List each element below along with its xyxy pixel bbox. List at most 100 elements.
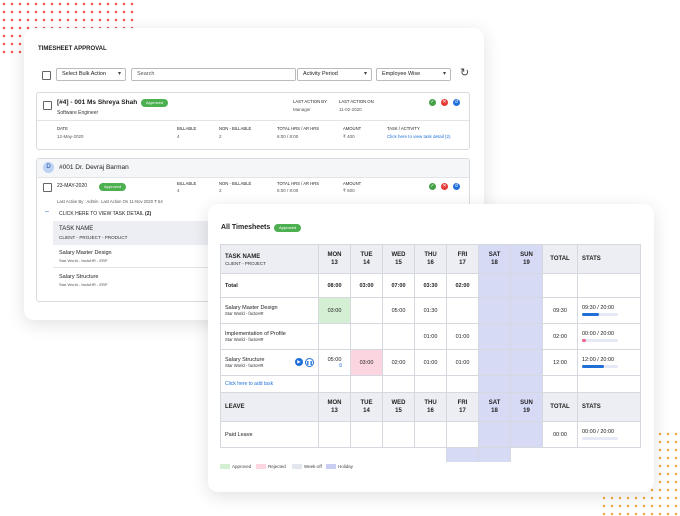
hours-cell[interactable]: 01:00 [446,349,479,376]
legend-label: Approved [232,464,252,469]
hours-cell[interactable]: 01:00 [414,349,447,376]
add-task-link[interactable]: Click here to add task [220,375,319,393]
activity-period-select[interactable]: Activity Period ▾ [297,68,372,81]
hours-cell[interactable] [510,421,543,448]
day-header-sat: SAT 18 [478,244,511,274]
day-header-sun: SUN 19 [510,392,543,422]
total-cell [510,273,543,298]
reject-icon[interactable]: ✕ [441,99,448,106]
hours-cell[interactable] [318,421,351,448]
task-name: Salary Structure [59,274,99,280]
task-row: Implementation of Profile Star World - fa… [220,323,641,350]
total-header: TOTAL [542,244,578,274]
employee-record-card: [#4] - 001 Ms Shreya Shah Approved Softw… [36,92,470,150]
approval-title: TIMESHEET APPROVAL [38,46,107,52]
timesheets-title: All Timesheets [221,224,271,231]
reject-icon[interactable]: ✕ [441,183,448,190]
collapse-icon[interactable]: – [45,208,49,215]
hours-cell[interactable]: 03:00 [350,349,383,376]
amount-label: AMOUNT [343,181,362,186]
hours-cell[interactable] [446,421,479,448]
col-nonbillable-label: NON - BILLABLE [219,126,252,131]
avatar: D [43,162,54,173]
hours-cell[interactable] [382,323,415,350]
billable-value: 4 [177,134,180,139]
day-header-fri: FRI 17 [446,244,479,274]
task-name: Salary Master Design [59,250,112,256]
employee-wise-select[interactable]: Employee Wise ▾ [376,68,451,81]
hours-cell[interactable] [350,323,383,350]
progress-bar-fill [582,339,586,342]
stats-header: STATS [577,392,641,422]
hours-cell[interactable]: 05:00 [382,297,415,324]
total-row-label: Total [220,273,319,298]
task-name-cell: Implementation of Profile Star World - fa… [220,323,319,350]
play-icon[interactable]: ▶ [295,358,303,366]
bulk-action-select[interactable]: Select Bulk Action ▾ [56,68,126,81]
refresh-icon[interactable]: ↻ [460,67,470,79]
record-checkbox[interactable] [43,101,52,110]
leave-name: Paid Leave [220,421,319,448]
total-cell: 03:00 [350,273,383,298]
billable-label: BILLABLE [177,181,197,186]
hours-cell[interactable] [478,349,511,376]
row-total-cell: 00:00 [542,421,578,448]
search-input[interactable]: Search [131,68,296,81]
total-cell: 08:00 [318,273,351,298]
leave-header: LEAVE [220,392,319,422]
hours-cell[interactable] [318,323,351,350]
view-task-detail-toggle[interactable]: CLICK HERE TO VIEW TASK DETAIL (2) [59,211,152,217]
history-icon[interactable]: ↺ [453,183,460,190]
employee-designation: Software Engineer [57,110,99,116]
day-header-fri: FRI 17 [446,392,479,422]
day-header-wed: WED 15 [382,392,415,422]
record-header [37,159,469,178]
pause-icon[interactable]: ❚❚ [305,358,314,367]
record-date: 23-MAY-2020 [57,183,88,189]
amount-value: ₹ 400 [343,134,355,139]
hours-cell[interactable] [382,421,415,448]
hours-cell[interactable]: 01:00 [414,323,447,350]
day-header-mon: MON 13 [318,392,351,422]
hours-cell[interactable] [510,297,543,324]
day-header-wed: WED 15 [382,244,415,274]
approve-icon[interactable]: ✓ [429,99,436,106]
total-header: TOTAL [542,392,578,422]
hours-cell[interactable] [350,421,383,448]
chevron-down-icon: ▾ [117,71,121,77]
hours-cell[interactable]: 01:30 [414,297,447,324]
hours-cell[interactable]: 05:00 ⏱ [318,349,351,376]
status-badge: Approved [141,99,169,107]
status-badge: Approved [99,183,127,191]
task-name-cell: Salary Master Design Star World - factoHR [220,297,319,324]
select-all-checkbox[interactable] [42,71,51,80]
approve-icon[interactable]: ✓ [429,183,436,190]
hours-cell[interactable]: 02:00 [382,349,415,376]
leave-row: Paid Leave 00:00 00:00 / 20:00 [220,421,641,448]
day-header-thu: THU 16 [414,244,447,274]
task-row: Salary Structure Star World - factoHR ▶ ❚… [220,349,641,376]
day-header-tue: TUE 14 [350,392,383,422]
hours-cell[interactable] [414,421,447,448]
view-task-detail-link[interactable]: Click here to view task detail (2) [387,134,451,139]
hours-cell[interactable] [510,323,543,350]
hours-cell[interactable] [350,297,383,324]
col-amount-label: AMOUNT [343,126,362,131]
hours-cell[interactable] [478,297,511,324]
stats-cell: 00:00 / 20:00 [577,421,641,448]
hours-cell[interactable] [446,297,479,324]
last-action-on-label: LAST ACTION ON [339,99,374,104]
hours-cell[interactable] [478,323,511,350]
record-checkbox[interactable] [43,183,52,192]
col-task-label: TASK / ACTIVITY [387,126,420,131]
hours-cell[interactable]: 01:00 [446,323,479,350]
hours-cell[interactable]: 03:00 [318,297,351,324]
total-cell: 02:00 [446,273,479,298]
billable-value: 4 [177,188,180,193]
hours-cell[interactable] [478,421,511,448]
amount-value: ₹ 500 [343,188,355,193]
history-icon[interactable]: ↺ [453,99,460,106]
hours-cell[interactable] [510,349,543,376]
legend-label: Week-off [304,464,322,469]
task-client: Star World - factoHR - ERP [59,282,108,287]
